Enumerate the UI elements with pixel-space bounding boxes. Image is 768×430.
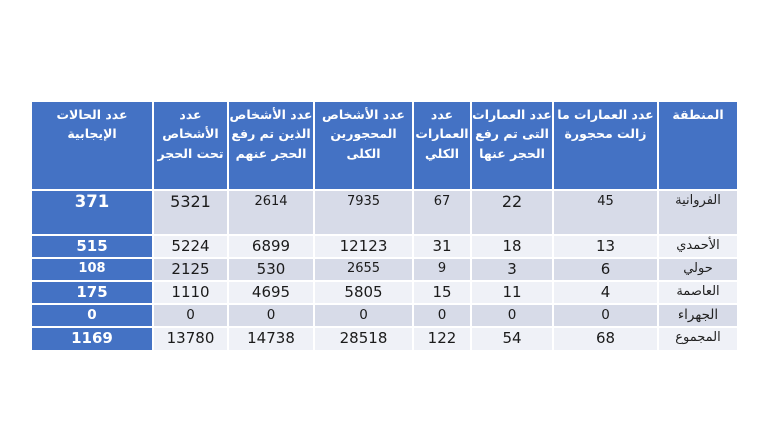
table-row-ahmadi: الأحمدي 13 18 31 12123 6899 5224 515 — [30, 234, 739, 259]
cell-persons-quarantine-lifted: 2614 — [227, 189, 315, 236]
header-region: المنطقة — [657, 100, 739, 191]
cell-persons-quarantine-lifted: 530 — [227, 257, 315, 282]
region-cell: الفروانية — [657, 189, 739, 236]
cell-persons-quarantine-lifted: 6899 — [227, 234, 315, 259]
cell-buildings-quarantine-lifted: 22 — [470, 189, 554, 236]
cell-persons-quarantined-total: 2655 — [313, 257, 414, 282]
cell-buildings-total: 67 — [412, 189, 472, 236]
cell-positive-cases: 371 — [30, 189, 154, 236]
cell-buildings-total: 15 — [412, 280, 472, 305]
header-buildings-still-quarantined: عدد العمارات ما زالت محجورة — [552, 100, 659, 191]
cell-buildings-still-quarantined: 6 — [552, 257, 659, 282]
cell-buildings-still-quarantined: 4 — [552, 280, 659, 305]
region-cell: العاصمة — [657, 280, 739, 305]
cell-buildings-quarantine-lifted: 0 — [470, 303, 554, 328]
cell-persons-quarantine-lifted: 4695 — [227, 280, 315, 305]
cell-persons-quarantine-lifted: 14738 — [227, 326, 315, 352]
cell-persons-under-quarantine: 2125 — [152, 257, 229, 282]
cell-positive-cases: 515 — [30, 234, 154, 259]
region-cell: الأحمدي — [657, 234, 739, 259]
region-cell: المجموع — [657, 326, 739, 352]
cell-buildings-quarantine-lifted: 54 — [470, 326, 554, 352]
header-persons-quarantined-total: عدد الأشخاص المحجورين الكلى — [313, 100, 414, 191]
header-persons-under-quarantine: عدد الأشخاص تحت الحجر — [152, 100, 229, 191]
cell-persons-under-quarantine: 5321 — [152, 189, 229, 236]
cell-buildings-total: 122 — [412, 326, 472, 352]
cell-persons-under-quarantine: 5224 — [152, 234, 229, 259]
cell-persons-quarantined-total: 5805 — [313, 280, 414, 305]
cell-persons-under-quarantine: 13780 — [152, 326, 229, 352]
cell-buildings-total: 0 — [412, 303, 472, 328]
region-cell: الجهراء — [657, 303, 739, 328]
cell-buildings-total: 9 — [412, 257, 472, 282]
cell-positive-cases: 0 — [30, 303, 154, 328]
cell-buildings-quarantine-lifted: 3 — [470, 257, 554, 282]
cell-positive-cases: 175 — [30, 280, 154, 305]
table-row-capital: العاصمة 4 11 15 5805 4695 1110 175 — [30, 280, 739, 305]
header-positive-cases: عدد الحالات الإيجابية — [30, 100, 154, 191]
header-buildings-total: عدد العمارات الكلي — [412, 100, 472, 191]
cell-buildings-total: 31 — [412, 234, 472, 259]
cell-buildings-quarantine-lifted: 18 — [470, 234, 554, 259]
cell-buildings-still-quarantined: 68 — [552, 326, 659, 352]
cell-persons-quarantine-lifted: 0 — [227, 303, 315, 328]
cell-buildings-quarantine-lifted: 11 — [470, 280, 554, 305]
cell-buildings-still-quarantined: 45 — [552, 189, 659, 236]
cell-persons-under-quarantine: 0 — [152, 303, 229, 328]
quarantine-stats-table: المنطقة عدد العمارات ما زالت محجورة عدد … — [30, 100, 739, 352]
cell-persons-under-quarantine: 1110 — [152, 280, 229, 305]
header-persons-quarantine-lifted: عدد الأشخاص الذين تم رفع الحجر عنهم — [227, 100, 315, 191]
header-row: المنطقة عدد العمارات ما زالت محجورة عدد … — [30, 100, 739, 191]
cell-persons-quarantined-total: 7935 — [313, 189, 414, 236]
table-row-total: المجموع 68 54 122 28518 14738 13780 1169 — [30, 326, 739, 352]
region-cell: حولي — [657, 257, 739, 282]
table-row-jahra: الجهراء 0 0 0 0 0 0 0 — [30, 303, 739, 328]
cell-buildings-still-quarantined: 13 — [552, 234, 659, 259]
cell-persons-quarantined-total: 0 — [313, 303, 414, 328]
table-row-hawalli: حولي 6 3 9 2655 530 2125 108 — [30, 257, 739, 282]
cell-positive-cases: 1169 — [30, 326, 154, 352]
cell-persons-quarantined-total: 28518 — [313, 326, 414, 352]
cell-persons-quarantined-total: 12123 — [313, 234, 414, 259]
cell-buildings-still-quarantined: 0 — [552, 303, 659, 328]
cell-positive-cases: 108 — [30, 257, 154, 282]
table-row-farwaniya: الفروانية 45 22 67 7935 2614 5321 371 — [30, 189, 739, 236]
header-buildings-quarantine-lifted: عدد العمارات التى تم رفع الحجر عنها — [470, 100, 554, 191]
